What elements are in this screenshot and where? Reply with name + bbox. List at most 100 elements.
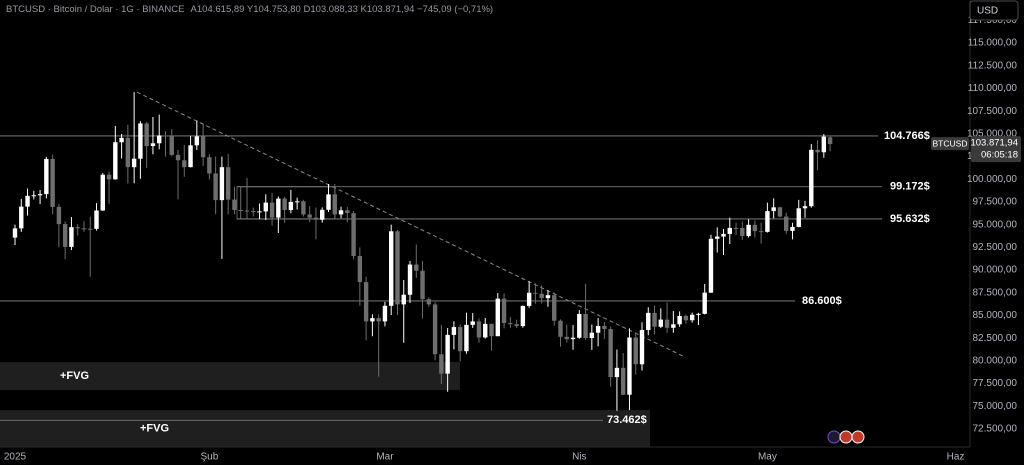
x-tick-label: Mar (376, 452, 394, 463)
currency[interactable]: USD (977, 6, 998, 17)
fvg-zone (0, 362, 460, 391)
y-tick-label: 107.500,00 (967, 106, 1017, 117)
x-tick-label: Nis (572, 452, 586, 463)
zones: +FVG +FVG (0, 186, 650, 447)
level-label: 104.766$ (884, 130, 930, 142)
candle-body (746, 224, 751, 236)
candle-body (251, 210, 256, 212)
candle-body (389, 231, 394, 306)
close: 103.871,94 (367, 4, 415, 15)
candle-body (125, 137, 131, 168)
y-tick-label: 80.000,00 (973, 356, 1018, 367)
candle-body (182, 160, 187, 168)
candle-body (777, 207, 783, 217)
candle-body (508, 323, 513, 325)
candle-body (664, 319, 670, 328)
candle-body (439, 354, 444, 374)
candle-body (639, 329, 645, 365)
candle-body (31, 195, 37, 197)
y-tick-label: 105.000,00 (967, 128, 1017, 139)
candle-body (332, 194, 337, 215)
candle-body (294, 201, 300, 203)
icons (827, 430, 865, 444)
candle-body (483, 323, 488, 338)
candle-body (558, 320, 563, 337)
y-tick-label: 87.500,00 (973, 287, 1018, 298)
candle-body (451, 327, 457, 335)
candle-body (815, 149, 820, 153)
candle-body (426, 299, 432, 305)
icon (839, 430, 853, 444)
change: −745,09 (−0,71%) (417, 4, 493, 15)
candle-body (683, 315, 689, 321)
candle-body (313, 217, 319, 220)
candle-body (526, 292, 532, 306)
y-tick-label: 75.000,00 (973, 401, 1018, 412)
level-label: 86.600$ (802, 295, 842, 307)
candle-body (658, 319, 664, 327)
candle-body (539, 293, 544, 299)
currency-button[interactable] (969, 0, 1019, 21)
y-tick-label: 95.000,00 (973, 219, 1018, 230)
close-label: K (361, 4, 368, 15)
candle-body (213, 173, 218, 201)
candle-body (589, 332, 595, 339)
x-tick-label: 2025 (4, 452, 27, 463)
candle-body (802, 206, 808, 209)
candle-body (144, 123, 149, 147)
candle-body (633, 337, 638, 365)
x-tick-label: Şub (200, 452, 218, 463)
candle-body (520, 305, 526, 327)
candle-body (608, 329, 613, 378)
candle-body (326, 194, 331, 210)
candle-body (809, 149, 814, 207)
candle-body (157, 135, 162, 144)
candle-body (470, 321, 475, 325)
candle-body (395, 231, 400, 305)
y-tick-label: 90.000,00 (973, 265, 1018, 276)
candle-body (56, 206, 62, 225)
candle-body (620, 367, 626, 395)
candle-body (671, 324, 676, 328)
candle-body (771, 207, 776, 212)
candle-body (163, 135, 168, 137)
candle-body (382, 305, 388, 322)
candle-body (765, 211, 770, 232)
candle-body (301, 201, 306, 215)
price-tag-countdown: 06:05:18 (981, 150, 1018, 161)
candle-body (100, 174, 105, 211)
candle-body (733, 227, 739, 229)
fvg-label: +FVG (60, 370, 89, 382)
trendline (136, 91, 686, 358)
candle-body (708, 238, 714, 293)
candle-body (595, 325, 601, 333)
candle-body (37, 194, 43, 196)
candle-body (784, 216, 789, 231)
y-tick-label: 72.500,00 (973, 424, 1018, 435)
candle-body (401, 294, 406, 305)
candle-body (445, 334, 450, 374)
candle-body (69, 227, 74, 247)
header: BTCUSD · Bitcoin / Dolar · 1G · BINANCE … (6, 4, 493, 15)
candle-body (131, 158, 137, 168)
candle-body (200, 136, 206, 158)
candle-body (188, 145, 193, 168)
candle-body (219, 167, 225, 201)
candle-body (232, 199, 237, 211)
candle-body (138, 123, 143, 159)
candle-body (758, 231, 764, 233)
candle-body (357, 255, 363, 283)
candle-body (370, 318, 375, 322)
y-tick-label: 112.500,00 (968, 60, 1018, 71)
candle-body (740, 228, 745, 236)
candle-body (715, 236, 720, 239)
candle-body (44, 158, 49, 195)
candle-body (821, 136, 827, 153)
plot: 104.766$ 99.172$ 95.632$ 86.600$ 73.462$ (0, 91, 930, 426)
icon (827, 430, 841, 444)
fvg-label: +FVG (140, 422, 169, 434)
candle-body (81, 228, 87, 230)
candle-body (457, 327, 463, 352)
candle-body (476, 321, 482, 338)
candle-body (376, 318, 381, 322)
